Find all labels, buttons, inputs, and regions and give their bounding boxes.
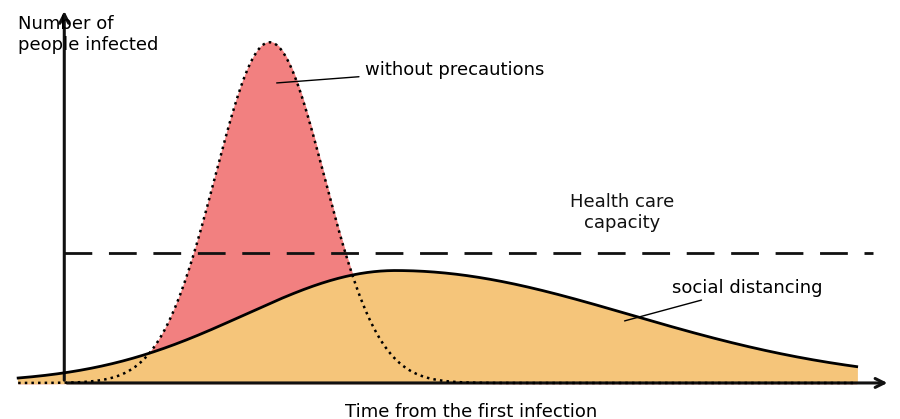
Text: Health care
capacity: Health care capacity <box>570 193 674 232</box>
Text: social distancing: social distancing <box>625 279 823 321</box>
Text: without precautions: without precautions <box>276 60 544 83</box>
Text: Number of
people infected: Number of people infected <box>18 15 158 54</box>
Text: Time from the first infection: Time from the first infection <box>345 403 597 419</box>
